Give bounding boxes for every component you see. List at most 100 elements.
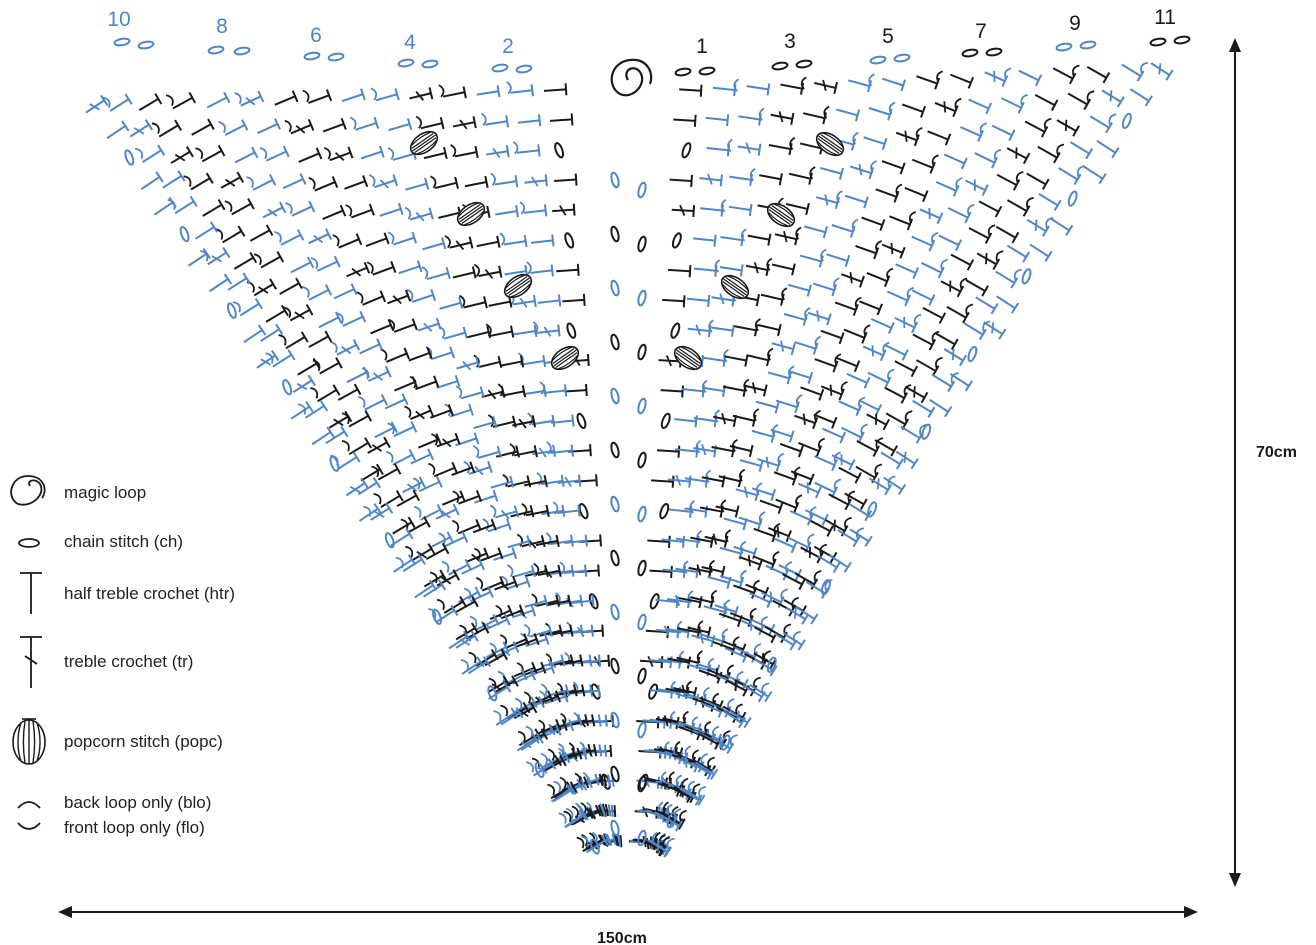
height-dimension: 70cm: [1229, 38, 1297, 887]
stitch-stroke: [656, 745, 662, 757]
half-treble-crochet-icon: [668, 505, 693, 518]
half-treble-crochet-icon: [357, 477, 381, 496]
stitch-stroke: [577, 504, 581, 517]
stitch-stroke: [411, 294, 434, 303]
back-loop-only-icon: [302, 285, 310, 298]
back-loop-only-icon: [341, 440, 350, 452]
stitch-stroke: [807, 371, 814, 384]
half-treble-crochet-icon: [911, 235, 936, 252]
magic-loop-icon: [10, 475, 46, 506]
stitch-stroke: [651, 479, 674, 483]
stitch-stroke: [486, 205, 491, 218]
half-treble-crochet-icon: [525, 633, 550, 647]
stitch-stroke: [818, 388, 825, 401]
stitch-stroke: [464, 558, 472, 571]
stitch-stroke: [659, 747, 682, 755]
half-treble-crochet-icon: [765, 564, 790, 581]
half-treble-crochet-icon: [585, 834, 610, 854]
stitch-stroke: [452, 519, 460, 533]
back-loop-only-icon: [487, 414, 495, 428]
half-treble-crochet-icon: [158, 119, 183, 138]
half-treble-crochet-icon: [691, 761, 715, 780]
half-treble-crochet-icon: [782, 573, 806, 591]
back-loop-only-icon: [589, 832, 596, 846]
stitch-stroke: [722, 385, 745, 392]
stitch-stroke: [410, 131, 438, 155]
stitch-stroke: [500, 704, 509, 717]
stitch-stroke: [884, 484, 893, 496]
back-loop-only-icon: [438, 84, 445, 98]
treble-crochet-icon: [476, 613, 500, 631]
treble-crochet-icon: [737, 142, 762, 156]
stitch-stroke: [544, 174, 548, 187]
back-loop-only-icon: [253, 253, 262, 266]
stitch-stroke: [764, 691, 773, 703]
stitch-stroke: [355, 233, 363, 246]
stitch-stroke: [351, 267, 362, 277]
treble-crochet-icon: [20, 636, 42, 688]
stitch-stroke: [431, 433, 438, 446]
stitch-stroke: [900, 392, 908, 404]
stitch-stroke: [307, 374, 316, 386]
stitch-stroke: [1098, 173, 1107, 185]
half-treble-crochet-icon: [848, 79, 873, 93]
stitch-stroke: [871, 345, 874, 357]
stitch-stroke: [500, 648, 509, 661]
front-loop-only-icon: [987, 224, 996, 237]
stitch-stroke: [712, 86, 735, 92]
front-loop-only-icon: [687, 780, 695, 793]
stitch-stroke: [138, 97, 159, 111]
half-treble-crochet-icon: [881, 77, 906, 92]
stitch-stroke: [510, 510, 533, 518]
stitch-stroke: [486, 326, 492, 339]
stitch-stroke: [698, 669, 720, 679]
stitch-stroke: [828, 554, 849, 569]
half-treble-crochet-icon: [679, 84, 703, 97]
front-loop-only-icon: [903, 384, 912, 396]
stitch-stroke: [726, 664, 735, 677]
stitch-stroke: [542, 354, 547, 368]
stitch-stroke: [488, 300, 511, 307]
half-treble-crochet-icon: [813, 413, 838, 429]
half-treble-crochet-icon: [375, 88, 400, 102]
stitch-stroke: [492, 415, 498, 429]
half-treble-crochet-icon: [544, 690, 569, 705]
stitch-stroke: [780, 293, 785, 306]
stitch-stroke: [519, 355, 525, 368]
stitch-stroke: [550, 419, 574, 424]
back-loop-only-icon: [428, 462, 436, 476]
front-loop-only-icon: [814, 335, 822, 349]
front-loop-only-icon: [785, 561, 793, 574]
height-label: 70cm: [1256, 444, 1297, 461]
stitch-stroke: [133, 127, 145, 135]
stitch-stroke: [895, 183, 903, 197]
stitch-stroke: [183, 175, 192, 187]
half-treble-crochet-icon: [859, 300, 883, 316]
stitch-stroke: [743, 716, 752, 729]
stitch-stroke: [487, 461, 493, 474]
half-treble-crochet-icon: [529, 624, 554, 638]
stitch-stroke: [928, 338, 937, 351]
treble-crochet-icon: [329, 146, 354, 162]
stitch-stroke: [696, 564, 702, 576]
half-treble-crochet-icon: [513, 324, 538, 338]
stitch-stroke: [682, 710, 689, 724]
stitch-stroke: [681, 387, 704, 393]
stitch-stroke: [538, 447, 547, 458]
half-treble-crochet-icon: [1058, 167, 1082, 186]
stitch-stroke: [540, 752, 548, 765]
stitch-stroke: [422, 242, 444, 251]
stitch-stroke: [260, 255, 281, 269]
half-treble-crochet-icon: [1018, 69, 1043, 87]
stitch-stroke: [773, 523, 781, 536]
treble-crochet-icon: [655, 715, 680, 730]
stitch-stroke: [677, 445, 681, 458]
half-treble-crochet-icon: [516, 144, 541, 157]
front-loop-only-icon: [833, 478, 842, 491]
front-loop-only-icon: [804, 307, 811, 321]
stitch-stroke: [298, 152, 320, 163]
stitch-stroke: [817, 437, 826, 451]
stitch-stroke: [1015, 147, 1018, 159]
stitch-stroke: [695, 761, 715, 776]
stitch-stroke: [502, 641, 510, 653]
